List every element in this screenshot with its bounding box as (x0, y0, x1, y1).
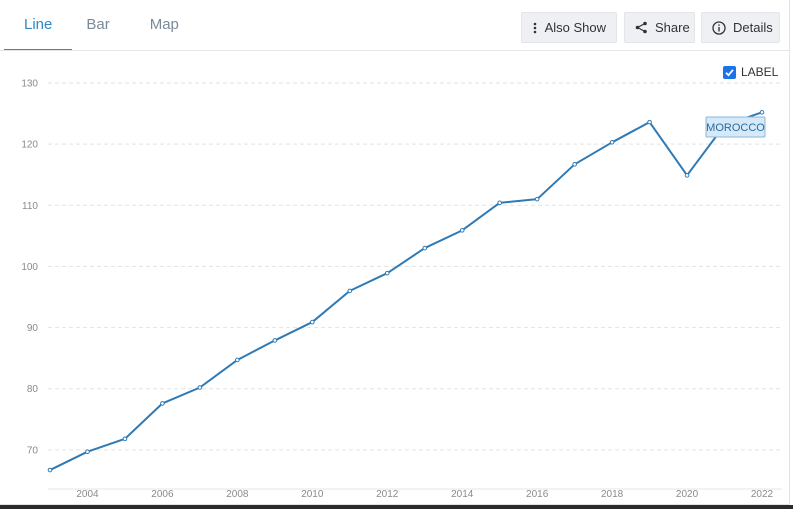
vertical-dots-icon (532, 21, 538, 35)
tab-line[interactable]: Line (4, 0, 73, 51)
label-checkbox[interactable]: LABEL (723, 65, 778, 79)
data-point (459, 228, 465, 233)
details-button[interactable]: Details (701, 12, 780, 43)
data-point (122, 436, 128, 442)
x-tick-label: 2018 (601, 489, 624, 500)
share-label: Share (655, 20, 690, 35)
data-point (310, 319, 315, 325)
series-label-morocco: MOROCCO (706, 122, 765, 134)
x-tick-label: 2022 (751, 489, 774, 500)
series-line-morocco (49, 111, 763, 471)
label-checkbox-text: LABEL (741, 65, 779, 79)
x-tick-label: 2014 (451, 489, 474, 500)
data-point (272, 338, 278, 343)
also-show-label: Also Show (544, 20, 606, 35)
y-tick-label: 70 (27, 445, 39, 456)
info-icon (712, 20, 726, 35)
x-tick-label: 2010 (301, 489, 324, 500)
chart-type-tabs: Line Bar Map (4, 0, 199, 52)
share-icon (635, 21, 648, 35)
data-point (197, 385, 203, 390)
data-point (647, 119, 652, 125)
y-tick-label: 130 (21, 79, 38, 90)
x-tick-label: 2020 (676, 489, 699, 500)
data-point (609, 140, 615, 145)
y-tick-label: 80 (27, 384, 39, 395)
checkmark-icon (723, 65, 736, 79)
data-point (47, 467, 53, 473)
y-tick-label: 90 (27, 323, 39, 334)
data-point (684, 173, 690, 178)
x-tick-label: 2008 (226, 489, 249, 500)
data-point (160, 401, 165, 406)
data-point (572, 162, 577, 167)
line-chart: 70 80 90 100 110 120 130 2004 2006 2008 2010 2012 20… (21, 79, 782, 500)
y-tick-label: 100 (21, 262, 38, 273)
y-tick-label: 120 (21, 140, 38, 151)
also-show-button[interactable]: Also Show (521, 12, 617, 43)
data-point (85, 449, 90, 455)
series-label-box (705, 116, 766, 138)
x-tick-label: 2012 (376, 489, 399, 500)
data-point (347, 288, 353, 294)
share-button[interactable]: Share (624, 12, 695, 43)
data-point (384, 270, 390, 276)
data-point (759, 110, 765, 115)
x-tick-label: 2004 (76, 489, 99, 500)
bottom-edge-bar (0, 505, 793, 509)
x-tick-label: 2006 (151, 489, 174, 500)
tab-bar[interactable]: Bar (86, 16, 110, 33)
data-point (422, 245, 428, 251)
y-tick-label: 110 (22, 201, 38, 212)
data-point (497, 200, 502, 206)
data-point (235, 357, 240, 363)
header-divider (0, 50, 790, 51)
tab-map[interactable]: Map (149, 16, 179, 33)
data-point (534, 196, 540, 202)
x-tick-label: 2016 (526, 489, 549, 500)
details-label: Details (733, 20, 773, 35)
